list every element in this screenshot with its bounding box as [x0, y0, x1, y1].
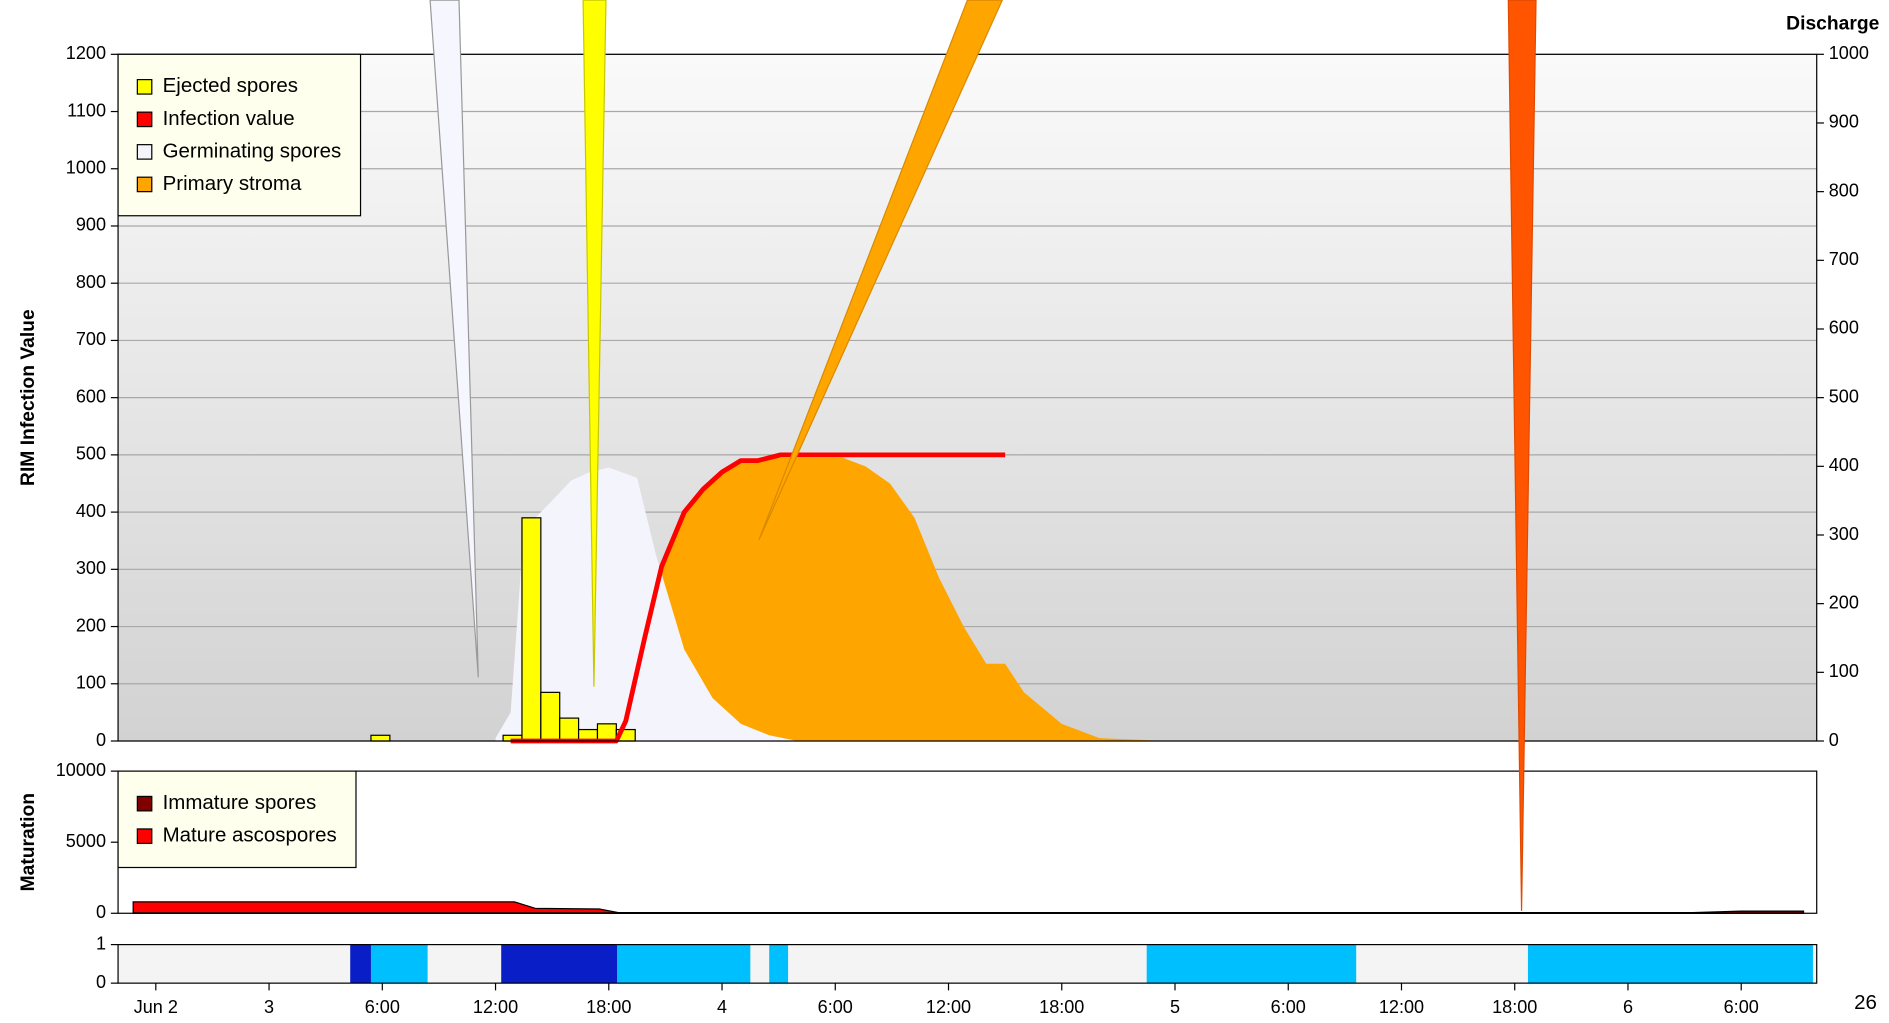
- y2-tick-label: 700: [1829, 249, 1859, 269]
- x-tick-label: Jun 2: [134, 997, 178, 1017]
- y-tick-label: 1200: [66, 43, 106, 63]
- x-tick-label: 3: [264, 997, 274, 1017]
- line: [510, 452, 1006, 744]
- x-tick-label: 12:00: [1379, 997, 1424, 1017]
- page-number: 26: [1854, 991, 1877, 1014]
- y-axis-title: RIM Infection Value: [18, 309, 39, 486]
- timeline-segment: [1146, 944, 1357, 984]
- y-tick-label: 1: [96, 933, 106, 953]
- y-tick-label: 600: [76, 386, 106, 406]
- y-tick-label: 0: [96, 730, 106, 750]
- y2-tick-label: 0: [1829, 730, 1839, 750]
- plot-background: [118, 771, 1817, 914]
- x-tick-label: 18:00: [586, 997, 631, 1017]
- legend-swatch: [136, 79, 153, 95]
- legend-swatch: [136, 795, 153, 812]
- timeline-segment: [1527, 944, 1813, 984]
- y-tick-label: 400: [76, 501, 106, 521]
- y-tick-label: 500: [76, 444, 106, 464]
- x-tick-label: 18:00: [1492, 997, 1537, 1017]
- timeline-segment: [350, 944, 371, 984]
- callout-pointer: [429, 0, 479, 678]
- x-tick-label: 6:00: [1724, 997, 1759, 1017]
- callout-pointer: [582, 0, 607, 687]
- legend-label: Infection value: [163, 107, 295, 130]
- legend: Ejected spores Infection value Germinating…: [117, 53, 362, 217]
- y-tick-label: 900: [76, 215, 106, 235]
- y2-tick-label: 900: [1829, 112, 1859, 132]
- y-tick-label: 0: [96, 902, 106, 922]
- y-tick-label: 5000: [66, 831, 106, 851]
- legend-label: Ejected spores: [163, 74, 298, 97]
- legend-swatch: [136, 144, 153, 160]
- legend-swatch: [136, 111, 153, 128]
- x-tick-label: 6:00: [365, 997, 400, 1017]
- y2-tick-label: 400: [1829, 455, 1859, 475]
- plot-frame: [117, 943, 1818, 984]
- y-tick-label: 200: [76, 615, 106, 635]
- callout-pointer: [758, 0, 1004, 541]
- y-tick-label: 100: [76, 673, 106, 693]
- x-tick-label: 12:00: [926, 997, 971, 1017]
- timeline-segment: [501, 944, 618, 984]
- y-tick-label: 10000: [56, 760, 106, 780]
- legend-swatch: [136, 176, 153, 193]
- timeline-segment: [769, 944, 789, 984]
- x-tick-label: 5: [1170, 997, 1180, 1017]
- y-axis-title: Maturation: [18, 793, 39, 891]
- x-tick-label: 6: [1623, 997, 1633, 1017]
- y2-tick-label: 800: [1829, 180, 1859, 200]
- callout-pointer: [1507, 0, 1537, 911]
- y2-tick-label: 1000: [1829, 43, 1869, 63]
- y-tick-label: 300: [76, 558, 106, 578]
- x-tick-label: 18:00: [1039, 997, 1084, 1017]
- callouts: [429, 0, 1537, 911]
- bar: [540, 691, 561, 742]
- y-tick-label: 1000: [66, 158, 106, 178]
- timeline-segment: [617, 944, 751, 984]
- x-tick-label: 6:00: [1271, 997, 1306, 1017]
- legend-swatch: [136, 828, 153, 845]
- bar: [559, 717, 580, 742]
- y2-tick-label: 200: [1829, 592, 1859, 612]
- charts: 0100200300400500600700800900100011001200…: [18, 13, 1880, 1017]
- y-tick-label: 700: [76, 329, 106, 349]
- bar: [521, 517, 542, 742]
- legend-label: Germinating spores: [163, 139, 342, 162]
- y2-axis-title: Discharge: [1786, 13, 1879, 34]
- y-tick-label: 800: [76, 272, 106, 292]
- legend-label: Mature ascospores: [163, 824, 337, 847]
- y2-tick-label: 300: [1829, 524, 1859, 544]
- legend-box: [117, 53, 362, 217]
- x-tick-label: 6:00: [818, 997, 853, 1017]
- legend-box: [117, 770, 357, 869]
- legend-label: Immature spores: [163, 791, 317, 814]
- legend: Immature spores Mature ascospores: [117, 770, 357, 869]
- y-tick-label: 0: [96, 972, 106, 992]
- y2-tick-label: 600: [1829, 318, 1859, 338]
- x-tick-label: 12:00: [473, 997, 518, 1017]
- area: [659, 457, 1168, 741]
- area: [495, 467, 798, 741]
- y2-tick-label: 100: [1829, 661, 1859, 681]
- y-tick-label: 1100: [67, 100, 106, 120]
- bar: [370, 734, 391, 742]
- y2-tick-label: 500: [1829, 386, 1859, 406]
- bar: [596, 723, 617, 742]
- x-tick-label: 4: [717, 997, 727, 1017]
- legend-label: Primary stroma: [163, 172, 302, 195]
- timeline-segment: [370, 944, 428, 984]
